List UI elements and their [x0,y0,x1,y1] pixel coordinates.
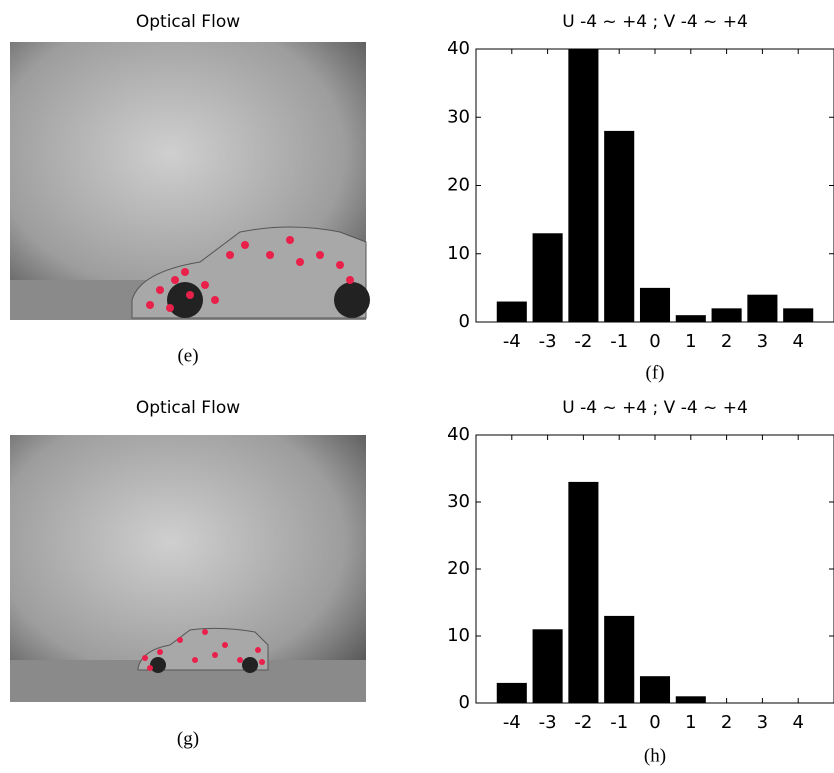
y-tick-label: 0 [459,311,470,332]
y-tick-label: 40 [447,38,470,59]
y-tick-label: 10 [447,243,470,264]
bar [604,615,635,703]
bar [568,481,599,703]
image-title: Optical Flow [136,398,240,418]
y-tick-label: 10 [447,625,470,646]
x-tick-label: 0 [649,331,660,352]
bar [711,308,742,322]
optical-flow-image [10,435,366,702]
image-title: Optical Flow [136,12,240,32]
axes-box [475,434,834,704]
bar [639,287,671,322]
x-tick-label: -1 [610,712,628,733]
bar [783,308,814,322]
optical-flow-image [10,42,370,320]
bar [604,130,635,322]
chart-title: U -4 ~ +4 ; V -4 ~ +4 [562,12,748,32]
image-caption: (e) [177,345,198,366]
chart-caption: (h) [644,745,666,766]
chart-caption: (f) [646,362,665,383]
bar [532,233,563,322]
x-tick-label: -2 [574,331,592,352]
x-tick-label: -4 [503,712,521,733]
x-tick-label: 4 [792,712,803,733]
y-tick-label: 30 [447,106,470,127]
chart-title: U -4 ~ +4 ; V -4 ~ +4 [562,398,748,418]
x-tick-label: 0 [649,712,660,733]
x-tick-label: -3 [539,331,557,352]
axes-box [475,48,834,323]
y-tick-label: 30 [447,491,470,512]
x-tick-label: 3 [757,712,768,733]
x-tick-label: 1 [685,712,696,733]
y-tick-label: 0 [459,692,470,713]
bar [568,49,599,322]
x-tick-label: -4 [503,331,521,352]
x-tick-label: 4 [792,331,803,352]
bar [532,629,563,703]
y-tick-label: 40 [447,424,470,445]
x-tick-label: 2 [721,712,732,733]
bar [496,301,527,322]
x-tick-label: -3 [539,712,557,733]
bar [496,682,527,703]
y-tick-label: 20 [447,558,470,579]
x-tick-label: -1 [610,331,628,352]
x-tick-label: 2 [721,331,732,352]
x-tick-label: -2 [574,712,592,733]
x-tick-label: 3 [757,331,768,352]
y-tick-label: 20 [447,175,470,196]
image-caption: (g) [177,728,199,749]
x-tick-label: 1 [685,331,696,352]
